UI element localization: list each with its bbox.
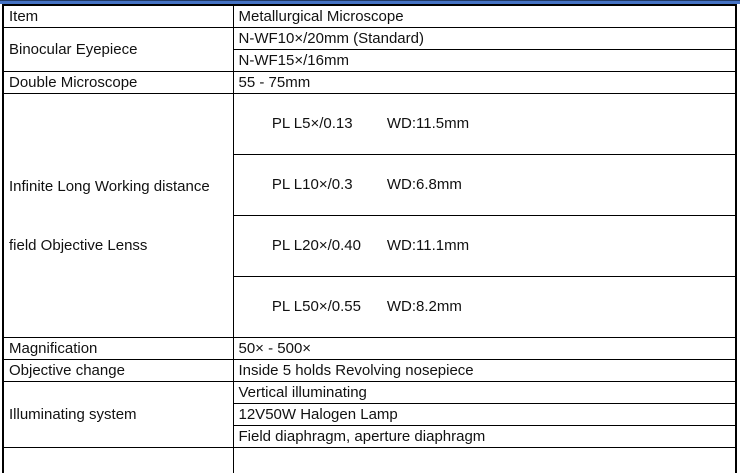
value-magnification: 50× - 500× [232,337,737,360]
table-row: Double Microscope 55 - 75mm [2,71,737,94]
value-double-microscope: 55 - 75mm [232,71,737,94]
spec-table: Item Metallurgical Microscope Binocular … [2,4,737,473]
lens-model: PL L5×/0.13 [271,115,353,132]
label-item: Item [2,4,234,28]
value-lens-4: PL L50×/0.55 WD:8.2mm [232,276,737,338]
value-eyepiece-2: N-WF15×/16mm [232,49,737,72]
table-row: Item Metallurgical Microscope [2,4,737,28]
lens-model: PL L20×/0.40 [271,237,361,254]
value-eyepiece-1: N-WF10×/20mm (Standard) [232,27,737,50]
lens-wd: WD:11.1mm [386,237,470,254]
value-item: Metallurgical Microscope [232,4,737,28]
table-row: 12V50W Halogen Lamp [3,403,737,426]
table-row: PL L50×/0.55 WD:8.2mm [3,276,737,338]
table-row: yellow,blue(Transmissive illuminating),g… [2,447,737,473]
table-row: Magnification 50× - 500× [2,337,737,360]
value-objective-change: Inside 5 holds Revolving nosepiece [232,359,737,382]
lens-model: PL L50×/0.55 [271,298,361,315]
table-row: Infinite Long Working distance field Obj… [2,93,737,338]
label-filters-empty [2,447,234,473]
lens-model: PL L10×/0.3 [271,176,353,193]
label-objective-lens-line2: field Objective Lenss [9,236,148,254]
value-lens-2: PL L10×/0.3 WD:6.8mm [232,154,737,216]
value-illuminating-3: Field diaphragm, aperture diaphragm [232,425,737,448]
label-objective-lens: Infinite Long Working distance field Obj… [2,93,234,338]
table-row: Field diaphragm, aperture diaphragm [3,425,737,448]
table-row: Illuminating system Vertical illuminatin… [2,381,737,448]
label-objective-change: Objective change [2,359,234,382]
table-row: PL L10×/0.3 WD:6.8mm [3,154,737,216]
label-binocular-eyepiece: Binocular Eyepiece [2,27,234,72]
value-illuminating-2: 12V50W Halogen Lamp [232,403,737,426]
label-double-microscope: Double Microscope [2,71,234,94]
value-lens-1: PL L5×/0.13 WD:11.5mm [232,93,737,155]
value-filters: yellow,blue(Transmissive illuminating),g… [232,447,737,473]
table-row: PL L20×/0.40 WD:11.1mm [3,215,737,277]
value-lens-3: PL L20×/0.40 WD:11.1mm [232,215,737,277]
table-row: Binocular Eyepiece N-WF10×/20mm (Standar… [2,27,737,72]
table-row: N-WF15×/16mm [3,49,737,72]
value-illuminating-1: Vertical illuminating [232,381,737,404]
label-magnification: Magnification [2,337,234,360]
lens-wd: WD:6.8mm [386,176,462,193]
lens-wd: WD:8.2mm [386,298,462,315]
label-objective-lens-line1: Infinite Long Working distance [9,177,210,195]
lens-wd: WD:11.5mm [386,115,470,132]
label-illuminating-system: Illuminating system [2,381,234,448]
top-accent-rule [0,0,740,4]
table-row: Objective change Inside 5 holds Revolvin… [2,359,737,382]
